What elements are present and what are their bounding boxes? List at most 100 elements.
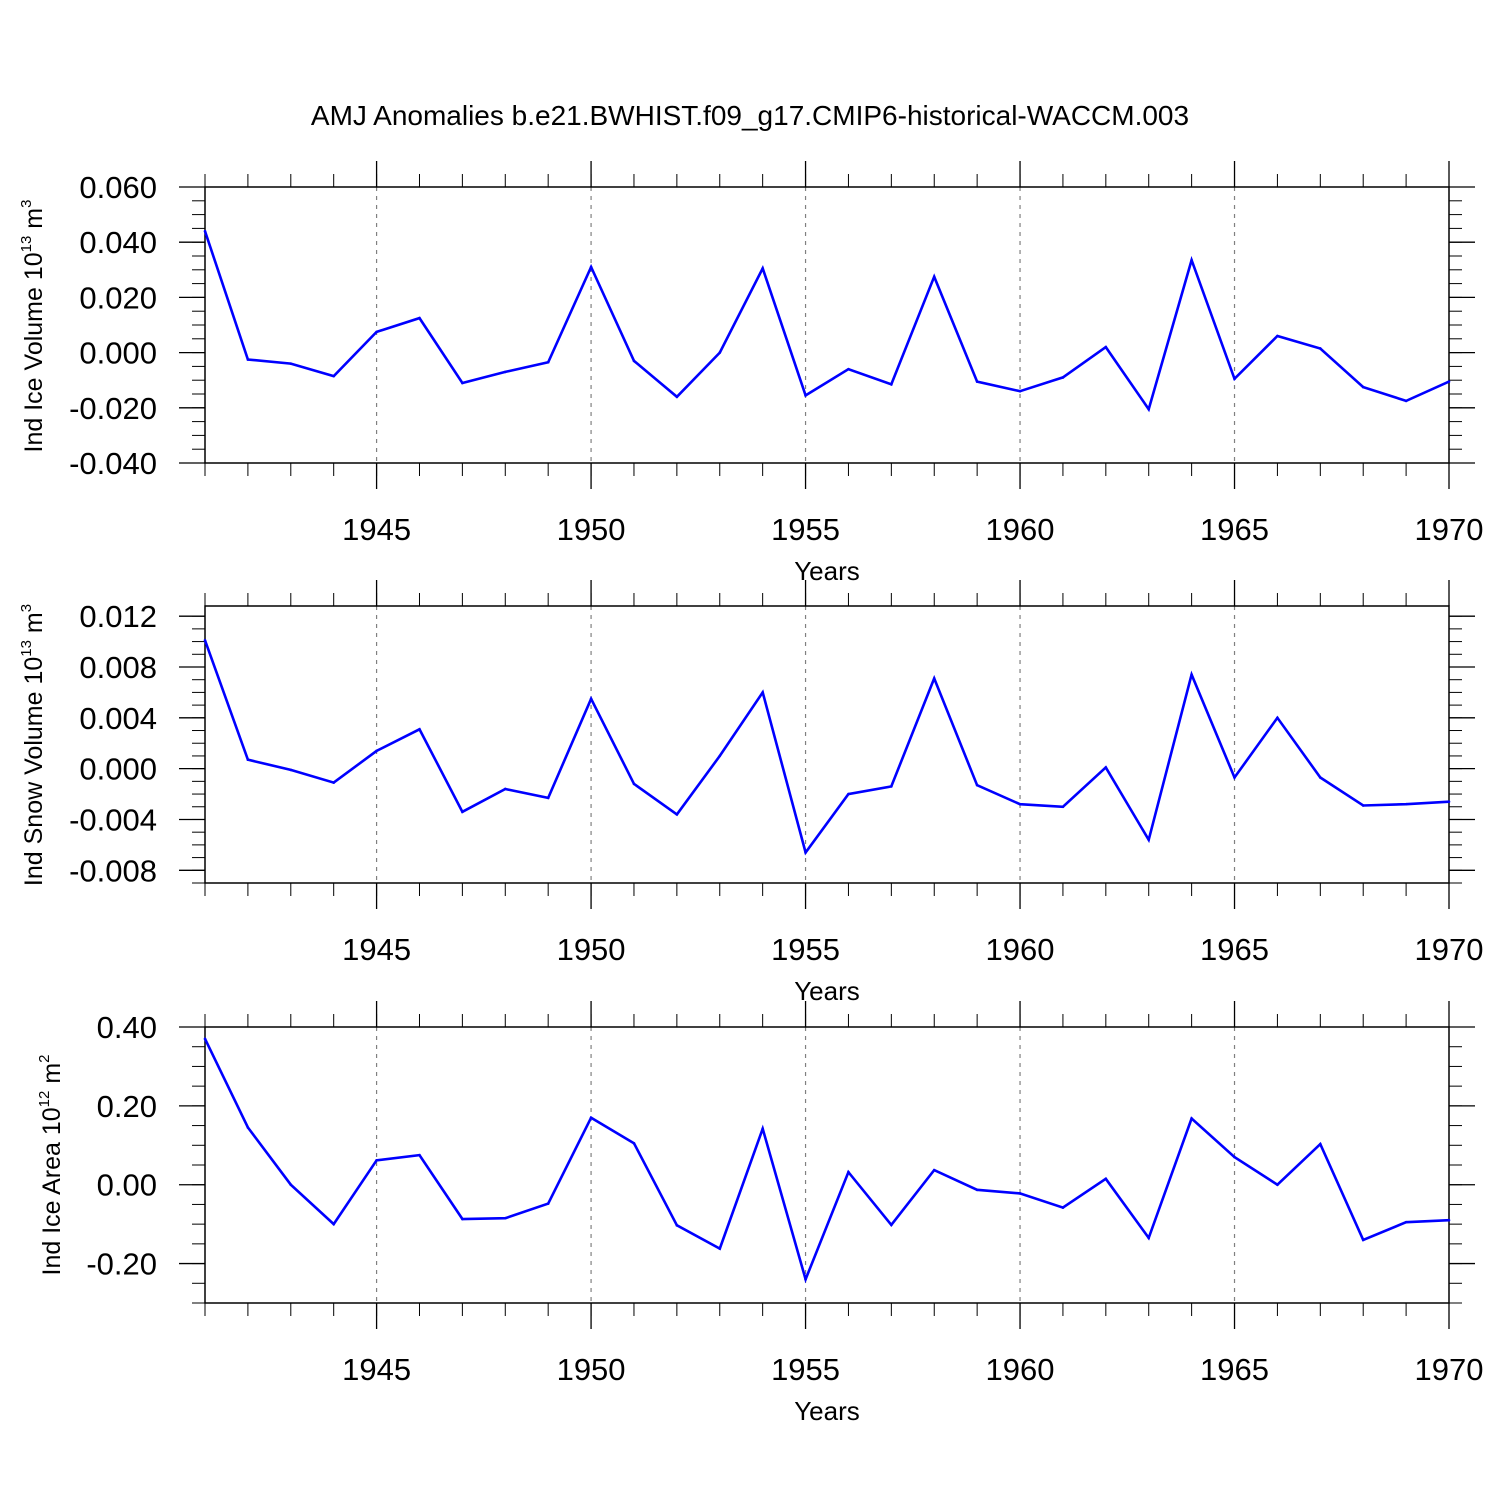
data-point [1404, 399, 1408, 403]
data-point [1276, 716, 1279, 720]
data-point [975, 1188, 979, 1192]
data-point [1104, 766, 1108, 769]
data-point [1361, 1238, 1365, 1242]
chart-panel-1: -0.040 -0.020 0.000 0.020 0.040 0.060 1945 1950… [18, 161, 1483, 586]
x-tick-label: 1955 [771, 512, 840, 547]
y-tick-label: 0.040 [79, 225, 157, 260]
y-axis-label: Ind Ice Volume 1013 m3 [18, 200, 48, 453]
data-point [718, 351, 722, 354]
x-tick-label: 1945 [342, 512, 411, 547]
x-tick-label: 1970 [1415, 512, 1484, 547]
x-tick-label: 1960 [986, 512, 1055, 547]
x-tick-label: 1950 [557, 932, 626, 967]
data-point [1233, 1155, 1236, 1159]
data-point [418, 316, 421, 320]
series-line [203, 639, 1450, 856]
data-point [246, 758, 250, 762]
y-tick-label: -0.004 [69, 802, 157, 837]
y-axis-label-text: Ind Ice Volume 10 [20, 252, 48, 452]
data-point [332, 781, 335, 784]
data-point [246, 1126, 250, 1129]
data-point [503, 787, 507, 791]
data-point [1061, 1206, 1065, 1209]
y-tick-label: -0.040 [69, 446, 157, 481]
data-point [1233, 776, 1236, 779]
data-point [804, 394, 807, 397]
data-point [761, 267, 764, 270]
plot-frame [204, 605, 1450, 884]
y-tick-label: 0.00 [97, 1168, 157, 1203]
data-point [632, 782, 636, 786]
data-point [847, 367, 850, 371]
data-point [632, 359, 636, 363]
y-axis-label-exponent: 12 [36, 1091, 53, 1108]
data-point [461, 810, 464, 814]
x-tick-label: 1965 [1200, 1352, 1269, 1387]
series-line [203, 230, 1450, 413]
data-point [932, 275, 936, 279]
y-tick-label: -0.008 [69, 853, 157, 888]
data-point [1061, 376, 1065, 379]
data-point [890, 785, 893, 788]
data-point [1361, 385, 1365, 389]
data-point [1018, 1192, 1022, 1195]
y-tick-label: 0.000 [79, 752, 157, 787]
y-axis-label: Ind Ice Area 1012 m2 [36, 1055, 66, 1276]
data-point [1104, 1177, 1108, 1181]
x-tick-label: 1970 [1415, 1352, 1484, 1387]
data-point [675, 813, 679, 816]
data-point [375, 1158, 378, 1162]
data-point [761, 1127, 764, 1131]
y-tick-label: 0.008 [79, 650, 157, 685]
x-tick-label: 1970 [1415, 932, 1484, 967]
data-point [975, 783, 979, 787]
series-line [203, 1038, 1450, 1284]
data-point [1276, 1183, 1279, 1187]
data-point [1447, 380, 1451, 383]
data-point [203, 1037, 207, 1041]
data-point [418, 727, 421, 731]
x-axis-label: Years [794, 1396, 860, 1426]
data-point [718, 1247, 722, 1250]
data-point [932, 1168, 936, 1172]
data-point [1361, 804, 1365, 807]
data-point [975, 380, 979, 383]
data-point [289, 768, 293, 772]
data-point [1190, 258, 1193, 262]
data-point [1147, 1236, 1151, 1240]
y-axis-label-exponent: 13 [18, 640, 35, 657]
data-point [804, 851, 807, 854]
data-point [546, 360, 550, 364]
data-point [718, 754, 722, 758]
data-point [1447, 800, 1451, 803]
y-axis-label-text: Ind Snow Volume 10 [20, 657, 48, 886]
y-tick-label: 0.20 [97, 1089, 157, 1124]
data-point [546, 1202, 550, 1205]
x-tick-label: 1960 [986, 1352, 1055, 1387]
data-point [804, 1278, 807, 1281]
data-point [289, 362, 293, 365]
data-point [890, 383, 893, 386]
chart-panel-2: -0.008 -0.004 0.000 0.004 0.008 0.012 1945 1950… [18, 580, 1483, 1006]
plot-frame [204, 186, 1450, 464]
x-axis-label: Years [794, 976, 860, 1006]
data-point [1404, 802, 1408, 806]
data-point [890, 1223, 893, 1227]
data-point [847, 1170, 850, 1174]
data-point [289, 1183, 293, 1187]
data-point [461, 381, 464, 385]
data-point [1190, 1117, 1193, 1120]
data-point [761, 691, 764, 694]
data-point [203, 229, 207, 233]
data-point [675, 395, 679, 399]
y-tick-label: -0.020 [69, 391, 157, 426]
x-axis-label: Years [794, 556, 860, 586]
data-point [332, 1222, 335, 1226]
data-point [675, 1224, 679, 1227]
y-tick-label: -0.20 [86, 1247, 157, 1282]
data-point [589, 697, 593, 701]
chart-title: AMJ Anomalies b.e21.BWHIST.f09_g17.CMIP6… [311, 100, 1189, 131]
y-axis-label-unit: m [38, 1063, 66, 1091]
data-point [546, 796, 550, 800]
data-point [1061, 805, 1065, 809]
